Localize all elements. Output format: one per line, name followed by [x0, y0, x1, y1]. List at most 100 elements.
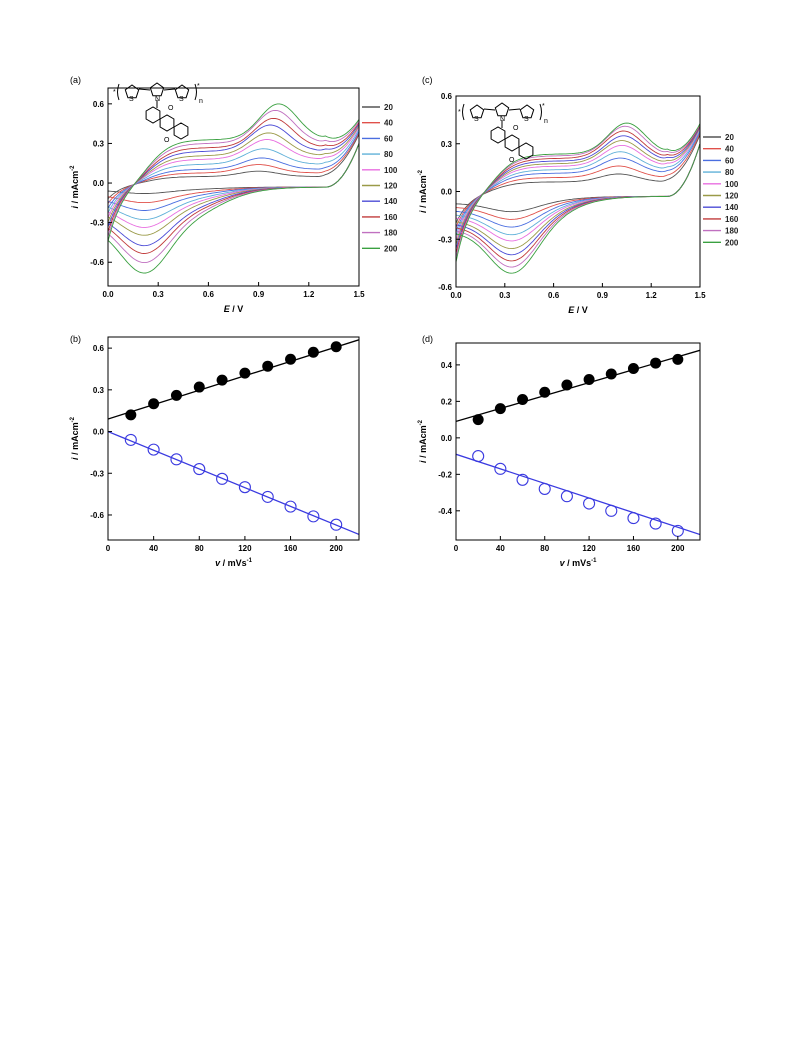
data-point-anodic [330, 341, 342, 353]
x-tick-label: 160 [627, 544, 641, 553]
cv-curve-100 [456, 128, 700, 242]
quinone-ring [504, 134, 520, 152]
y-tick-label: -0.6 [438, 283, 452, 292]
data-point-anodic [239, 367, 251, 379]
y-axis-unit: / mAcm [70, 422, 80, 457]
data-point-cathodic [627, 512, 640, 525]
panel-label: (c) [422, 75, 433, 85]
data-point-anodic [148, 398, 160, 410]
polymer-end-star: * [197, 83, 200, 90]
bond [163, 88, 176, 91]
cv-curve-20 [456, 134, 700, 224]
data-point-anodic [125, 409, 137, 421]
benzene-ring [173, 122, 189, 140]
panel-a: 0.0 0.3 0.6 0.9 1.2 1.5 -0.6 -0.3 0.0 0.3 0.6 E / V… [70, 75, 398, 314]
y-axis-exponent: -2 [70, 416, 76, 422]
x-tick-label: 0.3 [153, 290, 165, 299]
legend-label-20: 20 [384, 103, 393, 112]
legend-label-180: 180 [725, 227, 739, 236]
data-point-cathodic [583, 497, 596, 510]
fit-line-cathodic [108, 430, 359, 536]
cv-curve-120 [108, 124, 359, 236]
data-point-cathodic [560, 490, 573, 503]
y-tick-label: -0.4 [438, 507, 452, 516]
data-point-anodic [193, 381, 205, 393]
oxygen-label: O [164, 137, 170, 144]
x-tick-label: 0.0 [102, 290, 114, 299]
legend-label-160: 160 [384, 213, 398, 222]
legend-label-100: 100 [725, 180, 739, 189]
cv-curve-80 [108, 129, 359, 221]
data-point-anodic [627, 363, 639, 375]
fit-line-anodic [456, 349, 700, 423]
data-point-cathodic [261, 490, 274, 503]
y-axis-exponent: -2 [418, 169, 424, 175]
legend-label-60: 60 [384, 134, 393, 143]
legend-label-80: 80 [725, 168, 734, 177]
plot-frame [107, 336, 360, 541]
y-tick-label: 0.2 [441, 397, 453, 406]
repeat-index: n [199, 98, 203, 105]
data-point-cathodic [238, 481, 251, 494]
y-axis-unit: / mAcm [418, 175, 428, 210]
y-axis-symbol: i [418, 460, 428, 463]
cv-curve-20 [108, 134, 359, 200]
x-axis-title: E / V [568, 305, 588, 315]
chemical-structure-a: * S N S * n O O [113, 82, 203, 144]
nitrogen-label: N [500, 116, 505, 123]
thiophene-ring [174, 84, 190, 99]
y-tick-label: -0.3 [438, 235, 452, 244]
x-tick-label: 120 [238, 544, 252, 553]
legend-label-120: 120 [384, 182, 398, 191]
y-axis-title: i / mAcm-2 [418, 419, 428, 463]
x-tick-label: 200 [330, 544, 344, 553]
x-tick-label: 40 [496, 544, 505, 553]
panel-b: 0 40 80 120 160 200 -0.6 -0.3 0.0 0.3 0.6 v / mVs-1… [70, 334, 360, 568]
cv-curve-40 [456, 132, 700, 228]
x-tick-label: 0.0 [450, 291, 462, 300]
y-axis-title: i / mAcm-2 [70, 165, 80, 209]
bond [508, 108, 521, 111]
cv-curve-60 [456, 131, 700, 232]
y-axis-title: i / mAcm-2 [418, 169, 428, 213]
panel-label: (a) [70, 75, 81, 85]
x-tick-label: 0.9 [597, 291, 609, 300]
data-point-anodic [539, 386, 551, 398]
thiophene-ring [469, 104, 485, 119]
cv-curve-140 [108, 123, 359, 247]
data-point-cathodic [472, 450, 485, 463]
y-tick-label: -0.3 [90, 469, 104, 478]
y-axis-symbol: i [70, 205, 80, 208]
cv-curves [108, 103, 359, 274]
cv-curve-180 [456, 123, 700, 268]
bracket-left [117, 83, 120, 101]
cv-curves [456, 122, 700, 274]
chemical-structure-c: * S N S * n O O [458, 102, 548, 164]
x-tick-label: 80 [195, 544, 204, 553]
panel-label: (d) [422, 334, 433, 344]
y-axis-title: i / mAcm-2 [70, 416, 80, 460]
y-tick-label: -0.3 [90, 219, 104, 228]
cv-curve-180 [108, 109, 359, 264]
data-point-anodic [216, 374, 228, 386]
data-point-anodic [672, 353, 684, 365]
x-tick-label: 0.6 [203, 290, 215, 299]
thiophene-ring [124, 84, 140, 99]
data-point-cathodic [216, 472, 229, 485]
x-tick-label: 160 [284, 544, 298, 553]
data-point-cathodic [649, 517, 662, 530]
legend-label-140: 140 [384, 197, 398, 206]
plot-frame [455, 342, 701, 541]
y-tick-label: -0.6 [90, 258, 104, 267]
x-tick-label: 0 [106, 544, 111, 553]
cv-curve-160 [108, 117, 359, 254]
panel-c: 0.0 0.3 0.6 0.9 1.2 1.5 -0.6 -0.3 0.0 0.3 0.6 E / V… [418, 75, 739, 315]
legend-label-60: 60 [725, 156, 734, 165]
legend-label-140: 140 [725, 203, 739, 212]
y-tick-label: -0.2 [438, 470, 452, 479]
data-point-anodic [583, 373, 595, 385]
fit-lines [456, 349, 700, 536]
y-axis-symbol: i [418, 210, 428, 213]
y-axis-exponent: -2 [418, 419, 424, 425]
